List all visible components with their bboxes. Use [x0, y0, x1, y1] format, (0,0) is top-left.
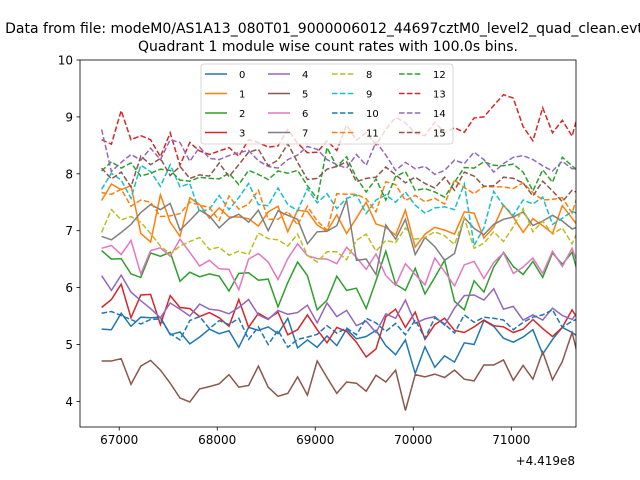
y-tick-label: 8: [65, 167, 73, 181]
y-tick-label: 5: [65, 338, 73, 352]
series-line-5: [101, 329, 576, 411]
series-line-3: [101, 282, 576, 359]
legend-label-7: 7: [302, 129, 308, 140]
x-tick-label: 70000: [394, 433, 432, 447]
legend-label-0: 0: [239, 70, 245, 81]
series-line-1: [100, 182, 576, 249]
legend-label-15: 15: [433, 129, 446, 140]
legend-label-11: 11: [366, 129, 379, 140]
series-line-12: [101, 145, 576, 202]
legend-label-9: 9: [366, 90, 372, 101]
series-line-2: [101, 248, 576, 312]
legend-label-3: 3: [239, 129, 245, 140]
series-line-6: [101, 237, 576, 292]
series-line-8: [100, 206, 576, 263]
y-tick-label: 4: [65, 395, 73, 409]
legend-label-1: 1: [239, 90, 245, 101]
figure-suptitle: Data from file: modeM0/AS1A13_080T01_900…: [5, 21, 640, 37]
series-line-15: [101, 142, 576, 203]
x-tick-label: 67000: [100, 433, 138, 447]
series-line-7: [101, 197, 576, 277]
y-tick-label: 6: [65, 281, 73, 295]
y-tick-label: 9: [65, 110, 73, 124]
chart-title: Quadrant 1 module wise count rates with …: [138, 39, 518, 55]
series-line-0: [101, 311, 576, 376]
series-line-14: [100, 129, 576, 176]
y-tick-label: 7: [65, 224, 73, 238]
legend-label-14: 14: [433, 109, 446, 120]
series-line-11: [101, 178, 576, 232]
series-line-9: [100, 162, 576, 248]
legend-label-2: 2: [239, 109, 245, 120]
x-offset-label: +4.419e8: [516, 454, 575, 468]
x-tick-label: 71000: [492, 433, 530, 447]
legend-label-6: 6: [302, 109, 308, 120]
legend-box: [200, 63, 454, 145]
series-line-10: [101, 308, 576, 349]
legend-label-13: 13: [433, 90, 446, 101]
legend-label-4: 4: [302, 70, 308, 81]
x-tick-label: 68000: [198, 433, 236, 447]
legend-label-5: 5: [302, 90, 308, 101]
x-tick-label: 69000: [296, 433, 334, 447]
legend-label-12: 12: [433, 70, 446, 81]
legend-label-8: 8: [366, 70, 372, 81]
plot-frame: [79, 59, 577, 428]
legend-label-10: 10: [366, 109, 379, 120]
y-tick-label: 10: [58, 54, 73, 68]
